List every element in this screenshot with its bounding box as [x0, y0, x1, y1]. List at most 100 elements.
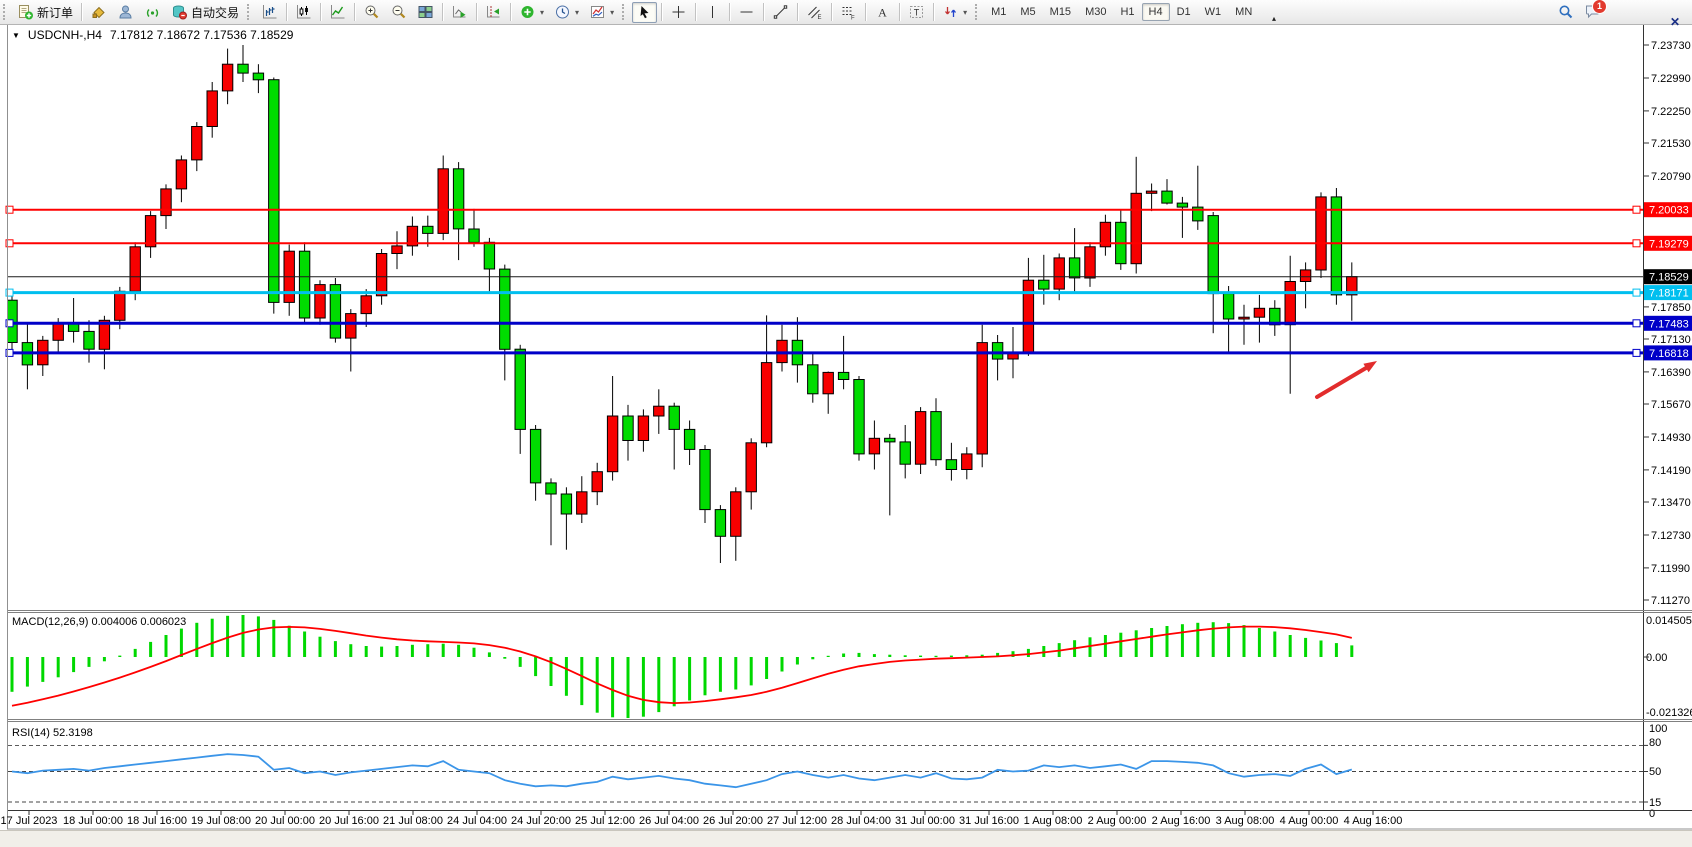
chart-symbol: USDCNH-,H4	[27, 28, 102, 42]
timeframe-W1-button[interactable]: W1	[1198, 3, 1229, 21]
time-tick: 4 Aug 00:00	[1280, 815, 1339, 827]
line-handle	[1632, 288, 1641, 297]
macd-scale-label: 0.00	[1646, 652, 1667, 664]
indicators-icon	[521, 6, 534, 18]
crosshair-button[interactable]	[666, 2, 691, 23]
toolbar-separator	[763, 3, 765, 21]
chevron-down-icon[interactable]: ▾	[963, 7, 968, 17]
svg-text:E: E	[818, 15, 822, 20]
tile-windows-icon	[418, 6, 433, 18]
macd-panel: MACD(12,26,9) 0.004006 0.006023 0.014505 0…	[10, 615, 1692, 719]
tile-windows-button[interactable]	[413, 2, 438, 23]
time-axis[interactable]: 17 Jul 2023 18 Jul 00:00 18 Jul 16:00 19 Ju…	[1, 810, 1403, 828]
timeframe-H4-button[interactable]: H4	[1141, 3, 1170, 21]
line-chart-button[interactable]	[325, 2, 350, 23]
autotrade-icon	[173, 5, 188, 20]
channel-button[interactable]: E	[802, 2, 827, 23]
rsi-scale-label: 100	[1649, 723, 1667, 735]
fibonacci-button[interactable]: F	[836, 2, 861, 23]
hline-button[interactable]	[734, 2, 759, 23]
price-tick: 7.11990	[1651, 563, 1690, 575]
auto-scroll-button[interactable]	[447, 2, 472, 23]
svg-text:7.17483: 7.17483	[1649, 318, 1689, 330]
chevron-down-icon[interactable]: ▾	[610, 7, 615, 17]
chart-window[interactable]: MACD(12,26,9) 0.004006 0.006023 0.014505 0…	[0, 15, 1692, 830]
toolbar-drag-handle[interactable]	[247, 4, 252, 20]
candles-layer	[8, 45, 1358, 563]
zoom-out-button[interactable]	[386, 2, 411, 23]
timeframe-M30-button[interactable]: M30	[1078, 3, 1113, 21]
price-tick: 7.14190	[1651, 465, 1691, 477]
hline-icon	[740, 11, 753, 13]
timeframe-M15-button[interactable]: M15	[1043, 3, 1078, 21]
chevron-down-icon[interactable]: ▾	[540, 7, 545, 17]
zoom-in-button[interactable]	[359, 2, 384, 23]
text-label-button[interactable]: T	[904, 2, 929, 23]
channel-icon: E	[808, 6, 822, 20]
trendline-button[interactable]	[768, 2, 793, 23]
text-button[interactable]: A	[870, 2, 895, 23]
price-axis[interactable]: 7.23730 7.22990 7.22250 7.21530 7.20790 7.178…	[1643, 40, 1692, 607]
profile-button[interactable]	[113, 2, 138, 23]
collapse-icon[interactable]: ▼	[12, 30, 20, 40]
signals-button[interactable]	[140, 2, 165, 23]
svg-text:A: A	[878, 6, 887, 20]
timeframe-M1-button[interactable]: M1	[984, 3, 1013, 21]
toolbar-overflow-icon[interactable]: ▴	[1272, 14, 1277, 23]
templates-icon	[591, 6, 605, 18]
chart-ohlc: 7.17812 7.18672 7.17536 7.18529	[109, 28, 294, 42]
macd-label: MACD(12,26,9) 0.004006 0.006023	[12, 616, 186, 628]
chart-close-icon[interactable]: ✕	[1669, 15, 1680, 29]
chevron-down-icon[interactable]: ▾	[575, 7, 580, 17]
bar-chart-button[interactable]	[257, 2, 282, 23]
price-label-badge	[1644, 345, 1692, 361]
hlines-layer[interactable]	[5, 205, 1643, 357]
signal-icon	[146, 9, 159, 17]
zoom-in-icon	[365, 5, 379, 19]
svg-text:7.18171: 7.18171	[1649, 288, 1689, 300]
time-tick: 24 Jul 20:00	[511, 815, 571, 827]
time-tick: 31 Jul 16:00	[959, 815, 1019, 827]
time-tick: 25 Jul 12:00	[575, 815, 635, 827]
timeframe-D1-button[interactable]: D1	[1170, 3, 1198, 21]
toolbar-drag-handle[interactable]	[3, 4, 8, 20]
autotrade-button[interactable]: 自动交易	[167, 2, 243, 23]
periods-button[interactable]: ▾	[550, 2, 583, 23]
timeframe-M5-button[interactable]: M5	[1013, 3, 1042, 21]
line-handle	[5, 288, 14, 297]
time-tick: 31 Jul 00:00	[895, 815, 955, 827]
toolbar-separator	[729, 3, 731, 21]
chat-button[interactable]: 1	[1580, 0, 1607, 23]
new-order-button[interactable]: 新订单	[13, 2, 77, 23]
candle-chart-button[interactable]	[291, 2, 316, 23]
candle-chart-icon	[297, 5, 311, 19]
toolbar-drag-handle[interactable]	[622, 4, 627, 20]
templates-button[interactable]: ▾	[585, 2, 618, 23]
time-tick: 2 Aug 00:00	[1088, 815, 1147, 827]
arrows-button[interactable]: ▾	[938, 2, 971, 23]
chart-shift-button[interactable]	[481, 2, 506, 23]
svg-text:7.18529: 7.18529	[1649, 272, 1689, 284]
time-tick: 20 Jul 00:00	[255, 815, 315, 827]
search-button[interactable]	[1553, 2, 1578, 23]
styles-button[interactable]	[86, 2, 111, 23]
toolbar-separator	[320, 3, 322, 21]
timeframe-MN-button[interactable]: MN	[1228, 3, 1259, 21]
trend-arrow[interactable]	[1315, 361, 1377, 399]
indicators-button[interactable]: ▾	[515, 2, 548, 23]
time-tick: 19 Jul 08:00	[191, 815, 251, 827]
cursor-button[interactable]	[632, 1, 658, 23]
vline-button[interactable]	[700, 2, 725, 23]
crosshair-icon	[672, 6, 685, 18]
macd-scale-label: 0.014505	[1646, 615, 1692, 627]
toolbar-drag-handle[interactable]	[975, 4, 980, 20]
rsi-scale-label: 50	[1649, 766, 1661, 778]
timeframe-H1-button[interactable]: H1	[1113, 3, 1141, 21]
time-tick: 18 Jul 16:00	[127, 815, 187, 827]
toolbar-separator	[831, 3, 833, 21]
rsi-label: RSI(14) 52.3198	[12, 727, 93, 739]
price-chart[interactable]: MACD(12,26,9) 0.004006 0.006023 0.014505 0…	[0, 24, 1692, 830]
price-tick: 7.17130	[1651, 334, 1691, 346]
time-tick: 26 Jul 04:00	[639, 815, 699, 827]
price-tick: 7.22990	[1651, 73, 1691, 85]
